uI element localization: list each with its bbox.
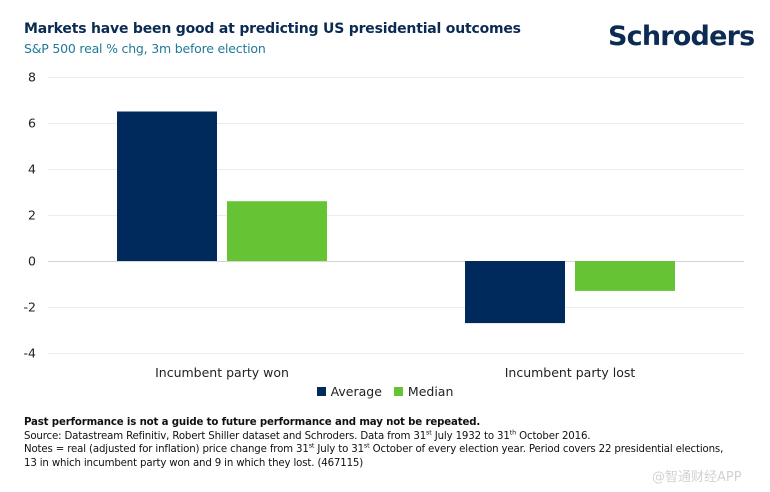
y-tick-label: 8 <box>28 70 36 85</box>
x-category-label: Incumbent party lost <box>505 365 636 380</box>
y-tick-label: 2 <box>28 208 36 223</box>
notes-line-2: 13 in which incumbent party won and 9 in… <box>24 457 364 469</box>
bar-average-won <box>117 111 217 261</box>
bars <box>117 111 675 324</box>
legend: Average Median <box>0 384 770 399</box>
chart-subtitle: S&P 500 real % chg, 3m before election <box>24 41 266 56</box>
y-axis-ticks: 8 6 4 2 0 -2 -4 <box>24 70 37 361</box>
source-line: Source: Datastream Refinitiv, Robert Shi… <box>24 428 591 442</box>
watermark: @智通财经APP <box>652 470 742 485</box>
legend-swatch-average <box>316 387 326 396</box>
chart-title: Markets have been good at predicting US … <box>24 21 521 37</box>
y-tick-label: 4 <box>28 162 36 177</box>
y-tick-label: -4 <box>24 346 37 361</box>
y-tick-label: -2 <box>24 300 36 315</box>
notes-line: Notes = real (adjusted for inflation) pr… <box>24 441 724 455</box>
bar-average-lost <box>465 261 565 324</box>
legend-label-median: Median <box>407 384 454 399</box>
y-tick-label: 0 <box>28 254 36 269</box>
schroders-logo: Schroders <box>608 21 755 52</box>
x-axis-labels: Incumbent party won Incumbent party lost <box>155 365 635 380</box>
legend-item-median: Median <box>393 384 454 399</box>
bar-median-won <box>227 201 327 261</box>
legend-item-average: Average <box>316 384 382 399</box>
footer-notes: Past performance is not a guide to futur… <box>24 416 764 470</box>
legend-swatch-median <box>393 387 403 396</box>
y-tick-label: 6 <box>28 116 36 131</box>
legend-label-average: Average <box>330 384 382 399</box>
x-category-label: Incumbent party won <box>155 365 289 380</box>
bar-median-lost <box>575 261 675 291</box>
disclaimer: Past performance is not a guide to futur… <box>24 417 481 428</box>
